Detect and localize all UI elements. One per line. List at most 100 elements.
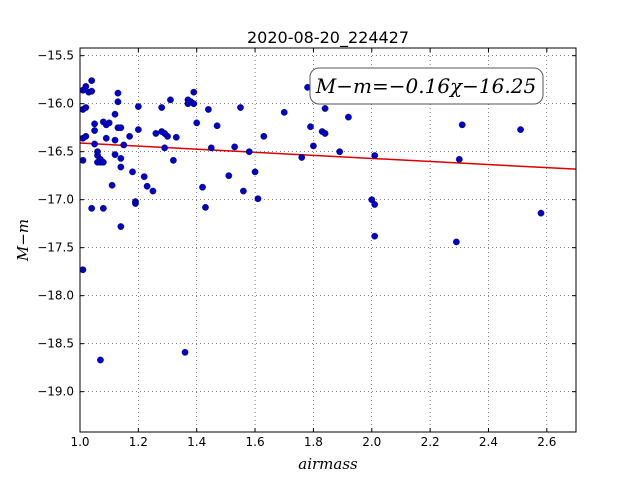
data-point (99, 158, 107, 166)
data-point (149, 187, 157, 195)
y-tick-label: −18.0 (37, 289, 74, 303)
x-tick-label: 2.6 (537, 435, 556, 449)
data-point (170, 156, 177, 164)
grid-lines (80, 48, 576, 432)
data-point (321, 105, 329, 112)
data-point (152, 130, 160, 137)
data-point (260, 132, 268, 140)
data-point (94, 148, 101, 156)
data-point (172, 133, 180, 141)
data-point (231, 143, 238, 151)
data-point (237, 104, 244, 111)
y-axis-label: M−m (14, 219, 32, 262)
data-point (225, 172, 233, 180)
data-point (114, 98, 122, 106)
data-point (298, 154, 306, 161)
y-tick-label: −15.5 (37, 49, 74, 63)
x-tick-label: 1.4 (187, 435, 206, 449)
data-point (537, 209, 545, 217)
chart-title: 2020-08-20_224427 (247, 28, 409, 48)
data-point (97, 356, 104, 364)
data-point (91, 120, 98, 128)
equation-annotation-box: M−m=−0.16χ−16.25 (309, 67, 544, 105)
y-tick-label: −17.5 (37, 241, 74, 255)
data-point (181, 348, 189, 356)
data-point (82, 104, 90, 111)
data-point (213, 122, 221, 130)
data-point (517, 126, 524, 133)
data-point (105, 119, 113, 127)
data-point (321, 130, 329, 137)
data-point (251, 168, 259, 176)
data-point (117, 223, 125, 230)
fit-equation-text: M−m=−0.16χ−16.25 (315, 74, 536, 98)
y-tick-label: −19.0 (37, 385, 74, 399)
data-point (88, 87, 96, 95)
x-tick-label: 1.6 (246, 435, 265, 449)
data-point (193, 119, 201, 127)
data-point (371, 201, 379, 208)
data-point (117, 124, 125, 132)
y-tick-label: −18.5 (37, 337, 74, 351)
data-point (99, 204, 107, 212)
data-point (117, 163, 125, 171)
data-point (254, 195, 262, 203)
data-point (82, 132, 90, 140)
x-tick-label: 2.4 (479, 435, 498, 449)
data-point (345, 113, 352, 121)
data-point (102, 134, 110, 142)
y-tick-label: −16.5 (37, 145, 74, 159)
data-points (79, 77, 545, 364)
x-axis-label: airmass (298, 455, 358, 473)
x-axis-ticks: 1.0 1.2 1.4 1.6 1.8 2.0 2.2 2.4 2.6 (70, 48, 556, 449)
x-tick-label: 2.0 (362, 435, 381, 449)
data-point (280, 108, 288, 116)
data-point (82, 83, 90, 90)
x-tick-label: 1.0 (70, 435, 89, 449)
data-point (161, 144, 168, 152)
data-point (114, 89, 122, 97)
x-tick-label: 2.2 (421, 435, 440, 449)
data-point (164, 132, 171, 140)
data-point (91, 127, 98, 134)
data-point (453, 238, 460, 246)
data-point (126, 132, 133, 140)
data-point (135, 126, 142, 133)
data-point (79, 266, 87, 274)
data-point (336, 148, 344, 156)
data-point (111, 136, 119, 144)
data-point (371, 232, 379, 240)
x-tick-label: 1.2 (129, 435, 148, 449)
data-point (190, 88, 198, 96)
data-point (79, 156, 87, 164)
data-point (108, 181, 116, 189)
data-point (140, 173, 148, 180)
y-axis-ticks: −15.5 −16.0 −16.5 −17.0 −17.5 −18.0 −18.5 −19.0 (37, 49, 576, 399)
data-point (88, 77, 96, 84)
data-point (202, 204, 209, 211)
data-point (167, 96, 174, 104)
data-point (117, 155, 125, 162)
x-tick-label: 1.8 (304, 435, 323, 449)
data-point (371, 152, 379, 159)
data-point (310, 142, 317, 150)
data-point (111, 151, 119, 158)
data-point (88, 204, 96, 212)
data-point (458, 121, 466, 129)
data-point (199, 183, 206, 191)
data-point (307, 123, 314, 131)
data-point (129, 168, 136, 176)
data-point (132, 200, 139, 207)
data-point (455, 156, 463, 163)
data-point (158, 104, 166, 111)
y-tick-label: −16.0 (37, 97, 74, 111)
plot-frame (79, 47, 577, 433)
data-point (245, 148, 253, 156)
data-point (143, 182, 151, 190)
y-tick-label: −17.0 (37, 193, 74, 207)
data-point (205, 106, 212, 113)
annotation-frame (309, 67, 544, 105)
data-point (240, 187, 247, 195)
data-point (120, 141, 128, 149)
